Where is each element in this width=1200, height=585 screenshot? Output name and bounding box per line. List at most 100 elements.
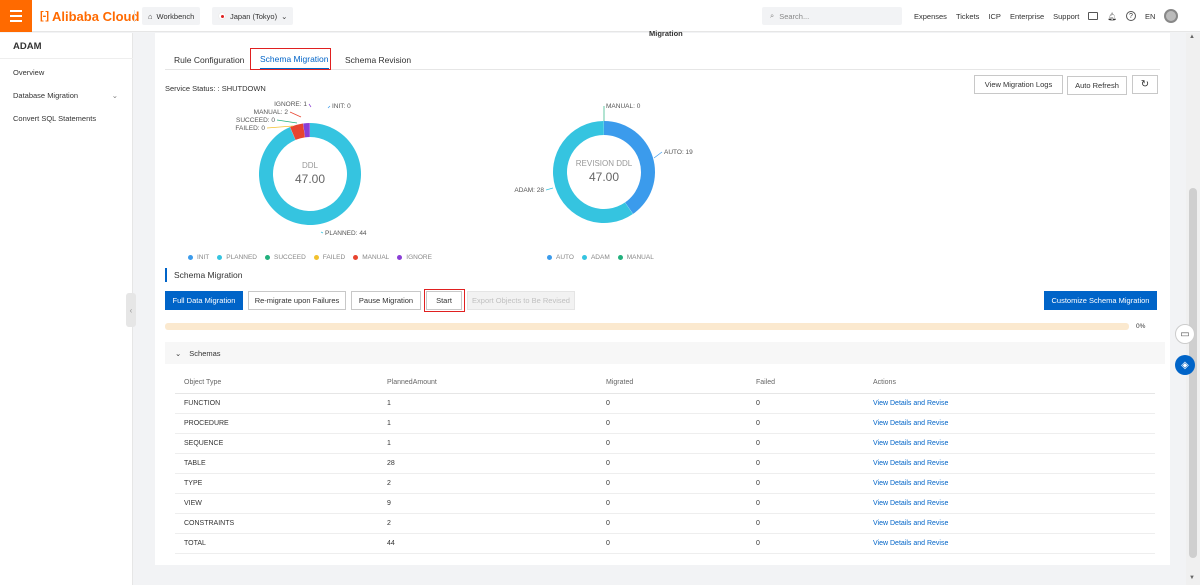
link-expenses[interactable]: Expenses [914, 11, 947, 21]
full-data-migration-button[interactable]: Full Data Migration [165, 291, 243, 310]
link-enterprise[interactable]: Enterprise [1009, 11, 1045, 21]
legend-item-ignore[interactable]: IGNORE [397, 254, 432, 261]
terminal-icon[interactable] [1088, 12, 1099, 20]
legend-label: SUCCEED [274, 254, 306, 261]
brand-logo[interactable]: [-] Alibaba Cloud [40, 8, 139, 24]
table-cell: 0 [597, 393, 747, 414]
apps-icon[interactable]: ◈ [1175, 355, 1195, 375]
actions-cell: View Details and Revise [864, 513, 1155, 534]
link-support[interactable]: Support [1053, 11, 1080, 21]
auto-refresh-button[interactable]: Auto Refresh [1067, 76, 1127, 95]
highlight-box [424, 289, 465, 312]
view-details-link[interactable]: View Details and Revise [873, 399, 949, 407]
table-cell: TABLE [175, 453, 378, 474]
japan-flag-icon [218, 12, 226, 20]
workbench-label: Workbench [156, 11, 195, 21]
table-cell: 0 [747, 473, 864, 494]
table-cell: VIEW [175, 493, 378, 514]
legend-item-init[interactable]: INIT [188, 254, 209, 261]
sidebar-item-overview[interactable]: Overview [13, 68, 45, 77]
brand-name: Alibaba Cloud [52, 8, 140, 24]
sidebar-item-convert-sql[interactable]: Convert SQL Statements [13, 114, 97, 123]
view-details-link[interactable]: View Details and Revise [873, 499, 949, 507]
workbench-button[interactable]: ⌂ Workbench [142, 7, 201, 25]
column-header: Object Type [175, 373, 378, 394]
table-row: SEQUENCE 1 0 0 View Details and Revise [175, 433, 1155, 454]
view-details-link[interactable]: View Details and Revise [873, 459, 949, 467]
table-cell: 0 [597, 473, 747, 494]
callout-line [327, 105, 331, 109]
help-icon[interactable]: ? [1125, 11, 1136, 21]
table-cell: 0 [747, 433, 864, 454]
customize-schema-migration-button[interactable]: Customize Schema Migration [1044, 291, 1157, 310]
sidebar-item-label: Database Migration [13, 91, 79, 100]
schemas-panel-header[interactable]: ⌄ Schemas [165, 342, 1165, 364]
page-scrollbar[interactable]: ▲ ▼ [1186, 33, 1200, 585]
refresh-button[interactable]: ↻ [1132, 75, 1158, 94]
table-cell: 0 [747, 493, 864, 514]
table-row: VIEW 9 0 0 View Details and Revise [175, 493, 1155, 514]
tab-rule-configuration[interactable]: Rule Configuration [174, 54, 245, 65]
data-label-planned: PLANNED: 44 [325, 230, 367, 237]
table-row: CONSTRAINTS 2 0 0 View Details and Revise [175, 513, 1155, 534]
legend-item-manual[interactable]: MANUAL [617, 254, 654, 261]
chat-icon[interactable]: ▭ [1175, 324, 1195, 344]
legend-label: INIT [197, 254, 210, 261]
collapse-sidebar-button[interactable]: ‹ [126, 293, 136, 327]
start-button[interactable]: Start [426, 291, 462, 310]
export-objects-button[interactable]: Export Objects to Be Revised [467, 291, 575, 310]
remigrate-failures-button[interactable]: Re-migrate upon Failures [248, 291, 346, 310]
actions-cell: View Details and Revise [864, 393, 1155, 414]
search-input[interactable]: ⌕ Search... [762, 7, 902, 25]
legend-item-failed[interactable]: FAILED [313, 254, 345, 261]
table-cell: TYPE [175, 473, 378, 494]
chart-center-value: 47.00 [589, 170, 619, 184]
view-details-link[interactable]: View Details and Revise [873, 419, 949, 427]
sidebar-title: ADAM [13, 41, 42, 52]
link-icp[interactable]: ICP [988, 11, 1001, 21]
table-cell: 0 [597, 453, 747, 474]
tab-schema-revision[interactable]: Schema Revision [345, 54, 412, 65]
legend-label: MANUAL [626, 254, 654, 261]
scrollbar-thumb[interactable] [1189, 188, 1197, 558]
scroll-up-icon[interactable]: ▲ [1189, 34, 1195, 40]
legend-item-planned[interactable]: PLANNED [217, 254, 257, 261]
callout-line [266, 125, 294, 129]
view-migration-logs-button[interactable]: View Migration Logs [974, 75, 1063, 94]
avatar[interactable] [1164, 9, 1179, 23]
menu-icon[interactable] [0, 0, 32, 32]
region-selector[interactable]: Japan (Tokyo) ⌄ [212, 7, 294, 25]
divider [134, 10, 135, 22]
table-cell: 0 [747, 393, 864, 414]
callout-line [653, 151, 663, 159]
legend-item-auto[interactable]: AUTO [547, 254, 574, 261]
view-details-link[interactable]: View Details and Revise [873, 519, 949, 527]
chart-slice-ignore [303, 123, 310, 138]
bell-icon[interactable]: 🔔︎ [1107, 11, 1117, 21]
data-label-succeed: SUCCEED: 0 [236, 117, 275, 124]
callout-line [545, 187, 554, 191]
scroll-down-icon[interactable]: ▼ [1189, 575, 1195, 581]
schemas-label: Schemas [189, 348, 221, 358]
legend-item-succeed[interactable]: SUCCEED [265, 254, 306, 261]
sidebar-item-database-migration[interactable]: Database Migration ⌄ [13, 91, 118, 100]
chart-slice-adam [553, 121, 633, 223]
table-cell: 44 [378, 533, 597, 554]
language-switch[interactable]: EN [1144, 11, 1156, 21]
view-details-link[interactable]: View Details and Revise [873, 539, 949, 547]
table-cell: 9 [378, 493, 597, 514]
pause-migration-button[interactable]: Pause Migration [351, 291, 421, 310]
table-cell: FUNCTION [175, 393, 378, 414]
link-tickets[interactable]: Tickets [955, 11, 980, 21]
view-details-link[interactable]: View Details and Revise [873, 439, 949, 447]
section-title: Schema Migration [165, 268, 243, 282]
migration-progress-bar [165, 323, 1129, 330]
actions-cell: View Details and Revise [864, 533, 1155, 554]
legend-item-adam[interactable]: ADAM [581, 254, 610, 261]
legend-item-manual[interactable]: MANUAL [353, 254, 389, 261]
table-cell: 0 [597, 493, 747, 514]
table-cell: 0 [747, 513, 864, 534]
schemas-table: Object Type PlannedAmount Migrated Faile… [175, 373, 1155, 554]
table-row: PROCEDURE 1 0 0 View Details and Revise [175, 413, 1155, 434]
view-details-link[interactable]: View Details and Revise [873, 479, 949, 487]
